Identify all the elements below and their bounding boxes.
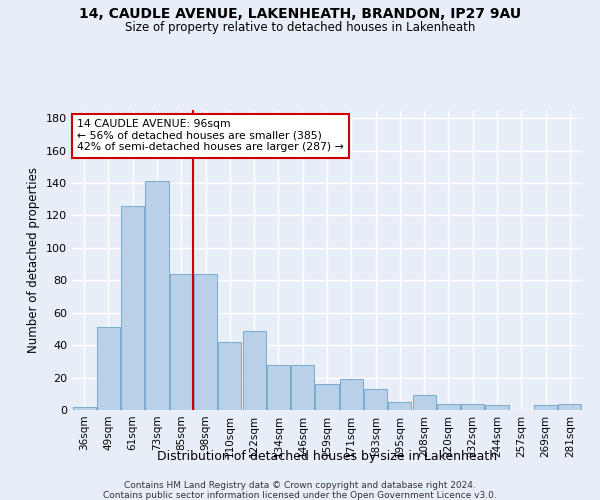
- Bar: [170, 274, 193, 410]
- Bar: [291, 364, 314, 410]
- Text: Size of property relative to detached houses in Lakenheath: Size of property relative to detached ho…: [125, 21, 475, 34]
- Bar: [340, 379, 363, 410]
- Bar: [485, 405, 509, 410]
- Bar: [413, 396, 436, 410]
- Bar: [242, 330, 266, 410]
- Bar: [97, 328, 120, 410]
- Text: Distribution of detached houses by size in Lakenheath: Distribution of detached houses by size …: [157, 450, 497, 463]
- Bar: [534, 405, 557, 410]
- Bar: [145, 182, 169, 410]
- Text: Contains public sector information licensed under the Open Government Licence v3: Contains public sector information licen…: [103, 491, 497, 500]
- Bar: [121, 206, 144, 410]
- Bar: [437, 404, 460, 410]
- Bar: [364, 389, 387, 410]
- Text: 14 CAUDLE AVENUE: 96sqm
← 56% of detached houses are smaller (385)
42% of semi-d: 14 CAUDLE AVENUE: 96sqm ← 56% of detache…: [77, 119, 344, 152]
- Bar: [267, 364, 290, 410]
- Text: Contains HM Land Registry data © Crown copyright and database right 2024.: Contains HM Land Registry data © Crown c…: [124, 481, 476, 490]
- Y-axis label: Number of detached properties: Number of detached properties: [28, 167, 40, 353]
- Bar: [316, 384, 338, 410]
- Text: 14, CAUDLE AVENUE, LAKENHEATH, BRANDON, IP27 9AU: 14, CAUDLE AVENUE, LAKENHEATH, BRANDON, …: [79, 8, 521, 22]
- Bar: [194, 274, 217, 410]
- Bar: [218, 342, 241, 410]
- Bar: [73, 407, 95, 410]
- Bar: [461, 404, 484, 410]
- Bar: [559, 404, 581, 410]
- Bar: [388, 402, 412, 410]
